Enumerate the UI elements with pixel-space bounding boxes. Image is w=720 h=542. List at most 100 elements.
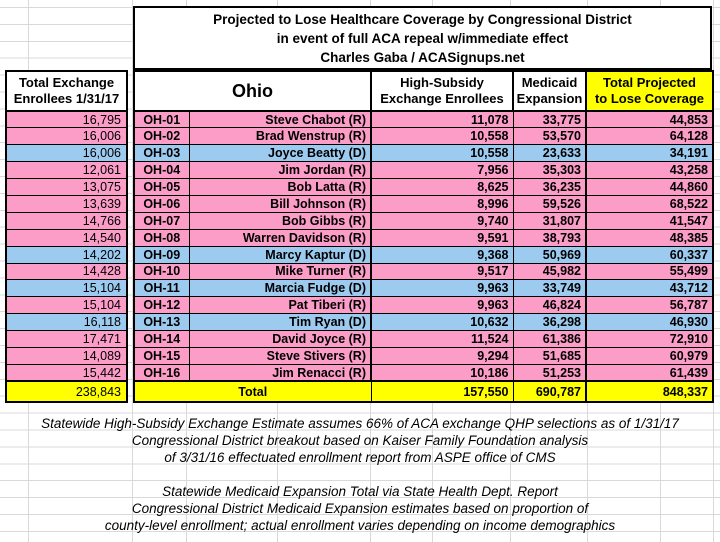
total-coverage-cell: 43,258 xyxy=(585,161,714,180)
total-coverage-cell: 72,910 xyxy=(585,330,714,348)
left-header-line-2: Enrollees 1/31/17 xyxy=(13,91,120,106)
district-row: OH-08 Warren Davidson (R) 9,591 38,793 4… xyxy=(133,228,714,247)
medicaid-cell: 38,793 xyxy=(512,228,587,247)
exchange-enrollees-row: 14,428 xyxy=(5,262,128,281)
title-line-3: Charles Gaba / ACASignups.net xyxy=(320,49,525,65)
total-coverage-cell: 55,499 xyxy=(585,262,714,281)
high-subsidy-cell: 9,740 xyxy=(370,211,514,230)
medicaid-cell: 23,633 xyxy=(512,144,587,163)
medicaid-cell: 33,749 xyxy=(512,279,587,298)
exchange-enrollees-row: 15,104 xyxy=(5,279,128,298)
exchange-enrollees-row: 15,442 xyxy=(5,363,128,382)
district-cell: OH-14 xyxy=(133,330,190,348)
footnote-line: Statewide Medicaid Expansion Total via S… xyxy=(162,484,558,499)
total-coverage-cell: 848,337 xyxy=(585,380,714,403)
exchange-enrollees-row: 14,202 xyxy=(5,245,128,264)
medicaid-cell: 50,969 xyxy=(512,245,587,264)
high-subsidy-cell: 9,517 xyxy=(370,262,514,281)
district-row: OH-01 Steve Chabot (R) 11,078 33,775 44,… xyxy=(133,110,714,129)
medicaid-cell: 51,685 xyxy=(512,346,587,365)
high-subsidy-cell: 10,186 xyxy=(370,363,514,382)
representative-cell: Mike Turner (R) xyxy=(188,262,372,281)
district-row: OH-10 Mike Turner (R) 9,517 45,982 55,49… xyxy=(133,262,714,281)
total-coverage-cell: 64,128 xyxy=(585,127,714,146)
footnote-line: Congressional District breakout based on… xyxy=(131,433,589,448)
footnote-line: Congressional District Medicaid Expansio… xyxy=(131,501,589,516)
exchange-enrollees-row: 16,006 xyxy=(5,127,128,146)
total-coverage-cell: 48,385 xyxy=(585,228,714,247)
medicaid-cell: 36,235 xyxy=(512,178,587,196)
exchange-enrollees-cell: 15,104 xyxy=(5,296,128,315)
representative-cell: David Joyce (R) xyxy=(188,330,372,348)
exchange-enrollees-cell: 14,540 xyxy=(5,228,128,247)
column-header-row: Ohio High-Subsidy Exchange Enrollees Med… xyxy=(133,70,714,112)
representative-cell: Bob Latta (R) xyxy=(188,178,372,196)
total-coverage-cell: 44,860 xyxy=(585,178,714,196)
district-row: OH-07 Bob Gibbs (R) 9,740 31,807 41,547 xyxy=(133,211,714,230)
total-coverage-cell: 44,853 xyxy=(585,110,714,129)
district-row: OH-06 Bill Johnson (R) 8,996 59,526 68,5… xyxy=(133,194,714,213)
district-cell: OH-08 xyxy=(133,228,190,247)
exchange-enrollees-cell: 17,471 xyxy=(5,330,128,348)
district-row: OH-14 David Joyce (R) 11,524 61,386 72,9… xyxy=(133,330,714,348)
exchange-enrollees-row: 13,075 xyxy=(5,178,128,196)
exchange-total-row: 238,843 xyxy=(5,380,128,403)
district-cell: OH-01 xyxy=(133,110,190,129)
medicaid-header: Medicaid Expansion xyxy=(512,70,587,112)
exchange-enrollees-row: 14,540 xyxy=(5,228,128,247)
district-row: OH-04 Jim Jordan (R) 7,956 35,303 43,258 xyxy=(133,161,714,180)
exchange-enrollees-cell: 14,766 xyxy=(5,211,128,230)
district-cell: OH-13 xyxy=(133,313,190,332)
total-coverage-cell: 60,979 xyxy=(585,346,714,365)
left-column-header: Total Exchange Enrollees 1/31/17 xyxy=(5,70,128,112)
representative-cell: Steve Chabot (R) xyxy=(188,110,372,129)
high-subsidy-cell: 8,996 xyxy=(370,194,514,213)
representative-cell: Brad Wenstrup (R) xyxy=(188,127,372,146)
representative-cell: Marcy Kaptur (D) xyxy=(188,245,372,264)
left-header-line-1: Total Exchange xyxy=(18,75,115,90)
medicaid-cell: 53,570 xyxy=(512,127,587,146)
high-subsidy-cell: 8,625 xyxy=(370,178,514,196)
total-coverage-cell: 60,337 xyxy=(585,245,714,264)
total-label-cell: Total xyxy=(133,380,372,403)
exchange-enrollees-row: 13,639 xyxy=(5,194,128,213)
footnote-block-medicaid: Statewide Medicaid Expansion Total via S… xyxy=(0,483,720,534)
representative-cell: Pat Tiberi (R) xyxy=(188,296,372,315)
district-row: OH-16 Jim Renacci (R) 10,186 51,253 61,4… xyxy=(133,363,714,382)
representative-cell: Jim Renacci (R) xyxy=(188,363,372,382)
district-row: OH-15 Steve Stivers (R) 9,294 51,685 60,… xyxy=(133,346,714,365)
district-cell: OH-06 xyxy=(133,194,190,213)
medicaid-cell: 35,303 xyxy=(512,161,587,180)
high-subsidy-cell: 11,078 xyxy=(370,110,514,129)
district-cell: OH-04 xyxy=(133,161,190,180)
district-cell: OH-05 xyxy=(133,178,190,196)
total-coverage-cell: 61,439 xyxy=(585,363,714,382)
high-subsidy-cell: 9,591 xyxy=(370,228,514,247)
exchange-enrollees-cell: 13,639 xyxy=(5,194,128,213)
medicaid-cell: 46,824 xyxy=(512,296,587,315)
exchange-enrollees-cell: 14,089 xyxy=(5,346,128,365)
medicaid-cell: 59,526 xyxy=(512,194,587,213)
district-cell: OH-10 xyxy=(133,262,190,281)
district-row: OH-02 Brad Wenstrup (R) 10,558 53,570 64… xyxy=(133,127,714,146)
total-high-subsidy-cell: 157,550 xyxy=(370,380,514,403)
high-subsidy-cell: 11,524 xyxy=(370,330,514,348)
exchange-enrollees-row: 16,118 xyxy=(5,313,128,332)
grand-total-row: Total 157,550 690,787 848,337 xyxy=(133,380,714,403)
exchange-enrollees-cell: 16,006 xyxy=(5,127,128,146)
district-cell: OH-09 xyxy=(133,245,190,264)
exchange-enrollees-row: 14,766 xyxy=(5,211,128,230)
total-coverage-cell: 34,191 xyxy=(585,144,714,163)
medicaid-cell: 31,807 xyxy=(512,211,587,230)
district-row: OH-13 Tim Ryan (D) 10,632 36,298 46,930 xyxy=(133,313,714,332)
exchange-enrollees-column: Total Exchange Enrollees 1/31/17 16,795 … xyxy=(5,70,128,404)
total-coverage-cell: 41,547 xyxy=(585,211,714,230)
exchange-enrollees-row: 16,006 xyxy=(5,144,128,163)
representative-cell: Steve Stivers (R) xyxy=(188,346,372,365)
representative-cell: Marcia Fudge (D) xyxy=(188,279,372,298)
medicaid-cell: 36,298 xyxy=(512,313,587,332)
title-line-1: Projected to Lose Healthcare Coverage by… xyxy=(213,11,632,27)
exchange-enrollees-cell: 15,104 xyxy=(5,279,128,298)
high-subsidy-cell: 9,368 xyxy=(370,245,514,264)
